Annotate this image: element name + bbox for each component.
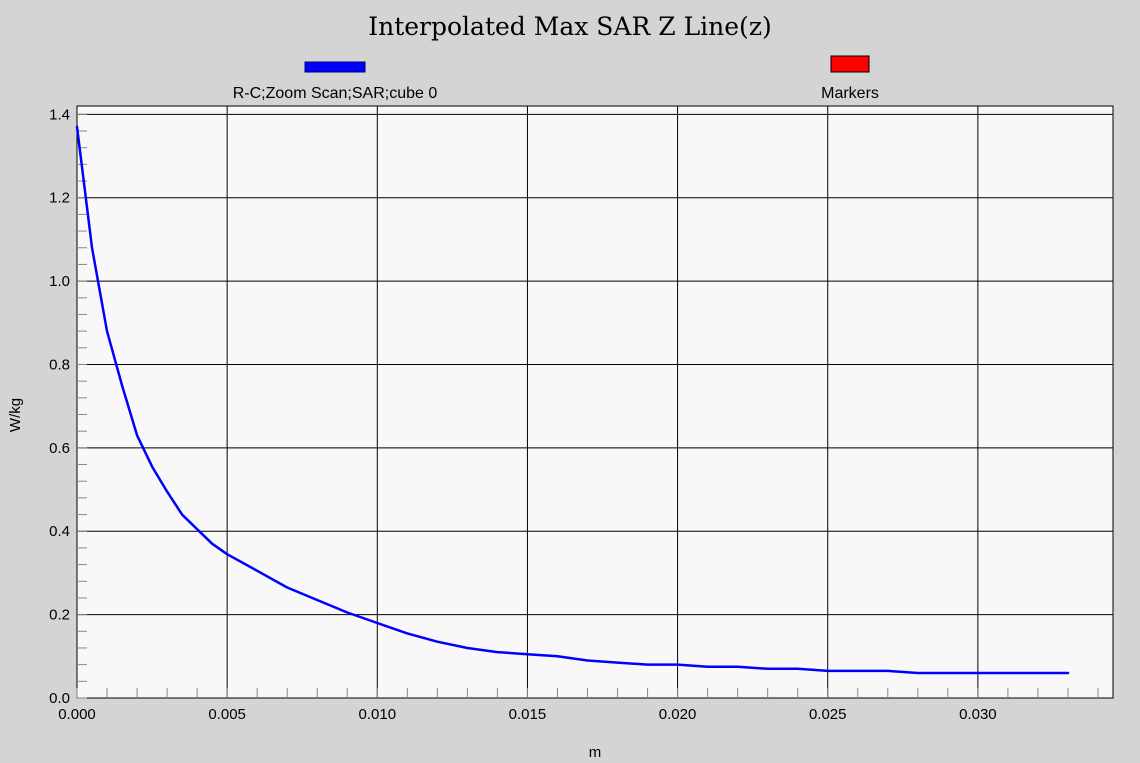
legend-swatch-markers — [830, 55, 870, 73]
legend-swatch-series — [304, 61, 366, 73]
x-tick-label: 0.020 — [659, 706, 697, 723]
y-tick-label: 1.0 — [49, 273, 70, 290]
x-tick-label: 0.030 — [959, 706, 997, 723]
y-tick-label: 1.2 — [49, 190, 70, 207]
y-tick-label: 0.6 — [49, 440, 70, 457]
x-tick-label: 0.000 — [58, 706, 96, 723]
x-tick-label: 0.010 — [359, 706, 397, 723]
series-line-0 — [75, 125, 1070, 675]
y-tick-label: 1.4 — [49, 106, 70, 123]
grid-lines — [76, 106, 1113, 699]
y-axis-label: W/kg — [7, 398, 24, 432]
legend-label-markers: Markers — [821, 85, 879, 102]
x-tick-label: 0.015 — [509, 706, 547, 723]
minor-ticks — [76, 113, 1099, 699]
y-tick-label: 0.2 — [49, 607, 70, 624]
legend-label-series: R-C;Zoom Scan;SAR;cube 0 — [233, 85, 438, 102]
y-tick-label: 0.0 — [49, 690, 70, 707]
y-tick-label: 0.4 — [49, 523, 70, 540]
chart-title: Interpolated Max SAR Z Line(z) — [368, 12, 772, 41]
y-tick-label: 0.8 — [49, 356, 70, 373]
plot-area — [76, 105, 1114, 699]
series-layer — [75, 125, 1070, 675]
x-axis-label: m — [589, 744, 602, 761]
tick-labels: 0.000 0.005 0.010 0.015 0.020 0.025 0.030 0.0 0.… — [49, 106, 997, 723]
x-tick-label: 0.025 — [809, 706, 847, 723]
x-tick-label: 0.005 — [208, 706, 246, 723]
